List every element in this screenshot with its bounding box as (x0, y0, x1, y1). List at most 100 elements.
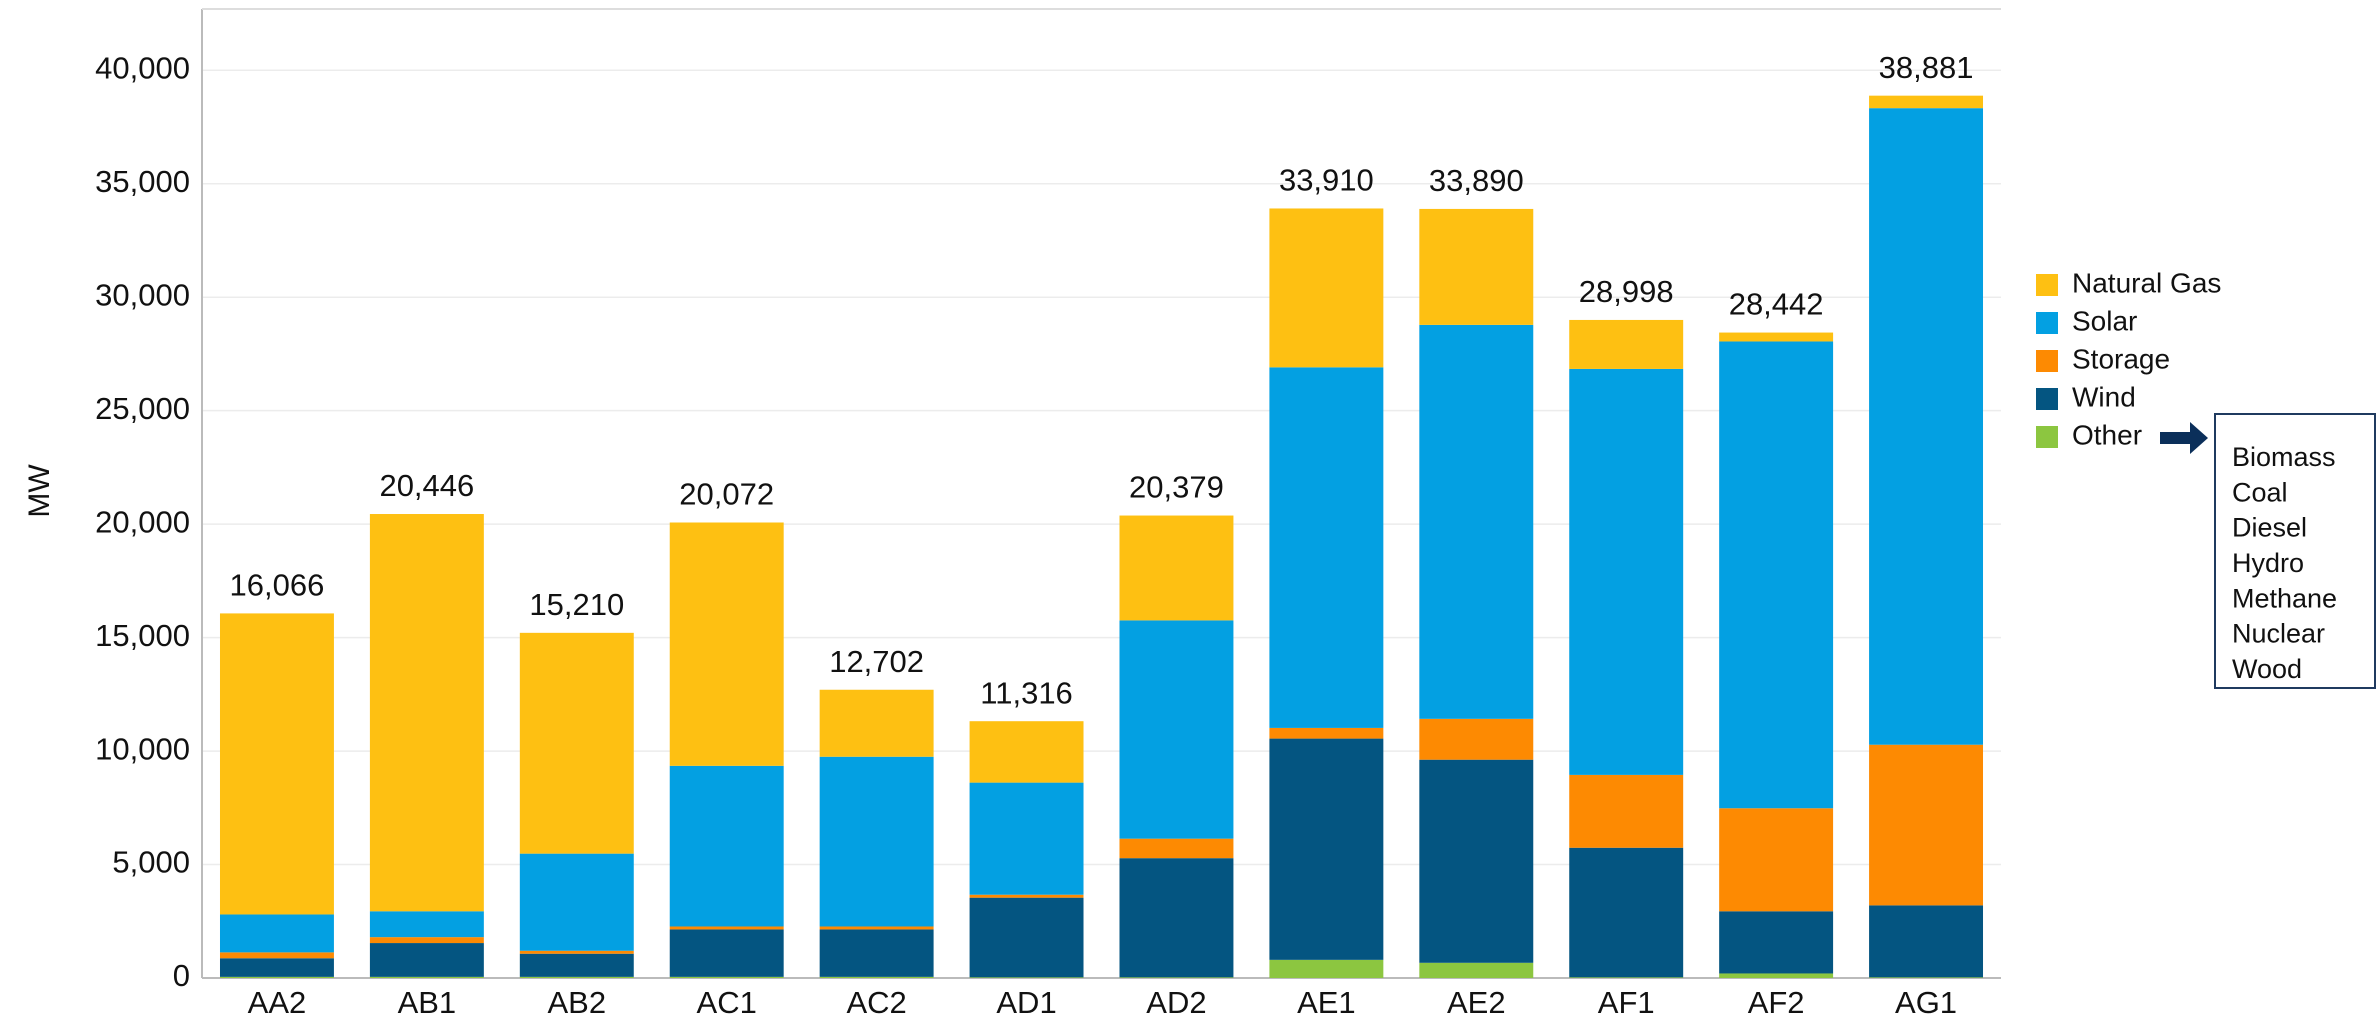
bar-segment (1569, 847, 1684, 978)
bar-segment (369, 514, 484, 912)
bar-segment (519, 976, 634, 978)
bar-segment (369, 943, 484, 977)
legend-swatch (2036, 312, 2058, 334)
total-label: 16,066 (230, 568, 325, 603)
total-label: 28,998 (1579, 274, 1674, 309)
bar-segment (1269, 738, 1384, 960)
bar-segment (1119, 858, 1234, 978)
bar-segment (1269, 727, 1384, 739)
bar-segment (1269, 367, 1384, 728)
total-label: 33,890 (1429, 163, 1524, 198)
bar-segment (219, 976, 334, 978)
bar-segment (369, 937, 484, 944)
bar-segment (519, 950, 634, 954)
legend-label: Wind (2072, 381, 2136, 412)
bar-segment (1719, 332, 1834, 342)
x-tick-label: AC1 (697, 985, 757, 1020)
bar-segment (819, 929, 934, 977)
bar-segment (1269, 208, 1384, 368)
x-tick-label: AA2 (248, 985, 307, 1020)
bar-segment (1119, 620, 1234, 839)
other-breakdown-item: Hydro (2232, 548, 2304, 578)
other-breakdown-item: Nuclear (2232, 619, 2325, 649)
bar-segment (1869, 977, 1984, 978)
x-tick-label: AC2 (846, 985, 906, 1020)
bar-segment (369, 911, 484, 938)
bar-segment (1869, 108, 1984, 745)
bar-segment (1119, 838, 1234, 859)
legend-label: Storage (2072, 343, 2170, 374)
bar-segment (1269, 959, 1384, 978)
x-tick-label: AD1 (996, 985, 1056, 1020)
bar-segment (219, 952, 334, 959)
bar-segment (1869, 905, 1984, 978)
bar-segment (969, 894, 1084, 898)
y-tick-label: 20,000 (95, 504, 190, 539)
bar-segment (519, 632, 634, 854)
bar-segment (1869, 744, 1984, 906)
bar-segment (219, 958, 334, 977)
bar-segment (1869, 95, 1984, 109)
bar-segment (1119, 515, 1234, 621)
bar-segment (1419, 962, 1534, 978)
x-tick-label: AF1 (1598, 985, 1655, 1020)
total-label: 20,446 (379, 468, 474, 503)
bar-segment (519, 853, 634, 951)
bar-segment (519, 953, 634, 977)
y-axis-title: MW (23, 464, 56, 518)
legend-swatch (2036, 426, 2058, 448)
bar-segment (1569, 319, 1684, 369)
bar-segment (1569, 368, 1684, 775)
total-label: 11,316 (980, 675, 1073, 710)
total-label: 20,379 (1129, 470, 1224, 505)
y-tick-label: 35,000 (95, 164, 190, 199)
total-label: 20,072 (679, 477, 774, 512)
bar-segment (819, 976, 934, 978)
x-tick-label: AF2 (1748, 985, 1805, 1020)
bar-segment (819, 756, 934, 927)
bar-segment (369, 976, 484, 978)
total-label: 28,442 (1729, 287, 1824, 322)
bar-segment (1719, 911, 1834, 974)
bar-segment (669, 926, 784, 930)
y-tick-label: 15,000 (95, 618, 190, 653)
total-label: 12,702 (829, 644, 924, 679)
bar-segment (219, 613, 334, 915)
callout-arrow (2160, 422, 2208, 454)
other-breakdown-item: Wood (2232, 654, 2302, 684)
bar-segment (1419, 208, 1534, 325)
legend-label: Solar (2072, 305, 2137, 336)
bar-segment (1719, 808, 1834, 912)
total-label: 33,910 (1279, 163, 1374, 198)
bar-segment (1419, 759, 1534, 963)
legend-label: Other (2072, 419, 2142, 450)
bar-segment (1569, 977, 1684, 978)
y-tick-label: 25,000 (95, 391, 190, 426)
bar-segment (1719, 341, 1834, 809)
y-tick-label: 0 (173, 958, 190, 993)
bar-segment (669, 929, 784, 977)
legend-label: Natural Gas (2072, 267, 2221, 298)
legend-swatch (2036, 350, 2058, 372)
bar-segment (969, 977, 1084, 978)
other-breakdown-item: Biomass (2232, 442, 2336, 472)
other-breakdown-item: Coal (2232, 477, 2288, 507)
x-tick-label: AB1 (398, 985, 457, 1020)
legend-swatch (2036, 388, 2058, 410)
x-tick-label: AG1 (1895, 985, 1957, 1020)
bar-segment (969, 721, 1084, 783)
bar-segment (1419, 718, 1534, 760)
legend-swatch (2036, 274, 2058, 296)
bar-segment (219, 914, 334, 953)
bar-segment (969, 782, 1084, 895)
bar-segment (669, 522, 784, 766)
y-tick-label: 5,000 (112, 845, 190, 880)
x-tick-label: AE2 (1447, 985, 1506, 1020)
bar-segment (669, 765, 784, 927)
y-tick-label: 40,000 (95, 50, 190, 85)
bar-segment (669, 976, 784, 978)
x-tick-label: AB2 (547, 985, 606, 1020)
total-label: 38,881 (1879, 50, 1974, 85)
bar-segment (1119, 977, 1234, 978)
